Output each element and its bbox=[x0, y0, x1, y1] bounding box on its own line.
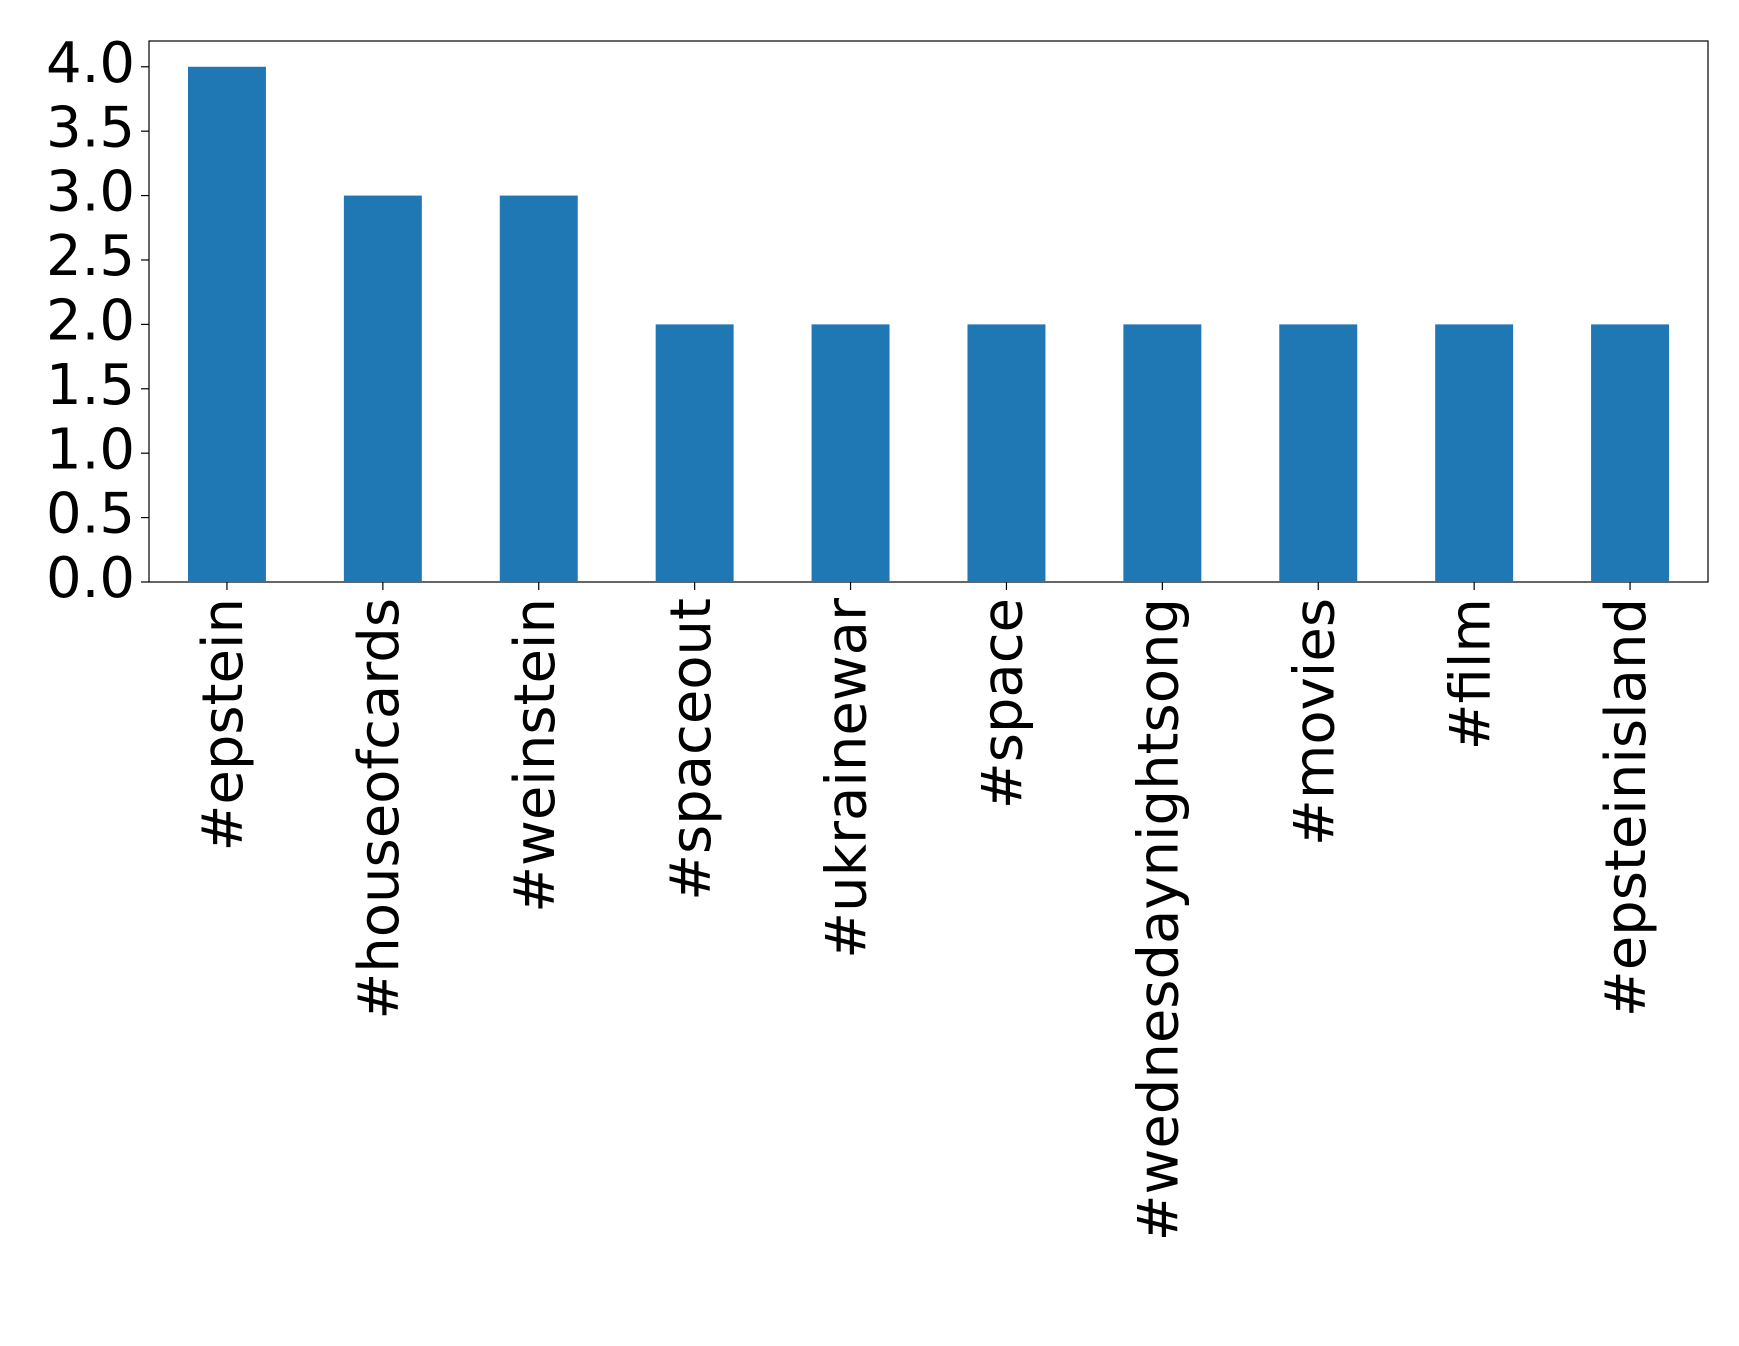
bar bbox=[655, 324, 734, 582]
x-tick-label: #spaceout bbox=[659, 598, 724, 901]
y-tick-label: 3.5 bbox=[46, 95, 135, 160]
bar bbox=[1591, 324, 1670, 582]
bar bbox=[343, 195, 422, 583]
bar bbox=[1279, 324, 1358, 582]
x-tick-label: #houseofcards bbox=[347, 598, 412, 1020]
y-tick-label: 3.0 bbox=[46, 160, 135, 225]
axes-frame bbox=[148, 40, 1709, 583]
x-tick-label: #movies bbox=[1282, 598, 1347, 846]
bar bbox=[1123, 324, 1202, 582]
y-tick-label: 2.0 bbox=[46, 289, 135, 354]
x-tick-label: #wednesdaynightsong bbox=[1126, 598, 1191, 1241]
y-tick-label: 1.0 bbox=[46, 417, 135, 482]
y-tick-label: 2.5 bbox=[46, 224, 135, 289]
y-tick-label: 1.5 bbox=[46, 353, 135, 418]
x-tick-label: #film bbox=[1438, 598, 1503, 750]
y-tick-label: 4.0 bbox=[46, 31, 135, 96]
y-tick-label: 0.0 bbox=[46, 546, 135, 611]
x-tick-label: #ukrainewar bbox=[815, 597, 880, 959]
x-tick-label: #epsteinisland bbox=[1594, 598, 1659, 1017]
bar bbox=[499, 195, 578, 583]
x-tick-label: #space bbox=[971, 598, 1036, 809]
x-tick-label: #epstein bbox=[191, 598, 256, 852]
bar bbox=[1435, 324, 1514, 582]
bar bbox=[187, 66, 266, 582]
y-tick-label: 0.5 bbox=[46, 482, 135, 547]
x-tick-label: #weinstein bbox=[503, 598, 568, 913]
bar bbox=[811, 324, 890, 582]
bar bbox=[967, 324, 1046, 582]
